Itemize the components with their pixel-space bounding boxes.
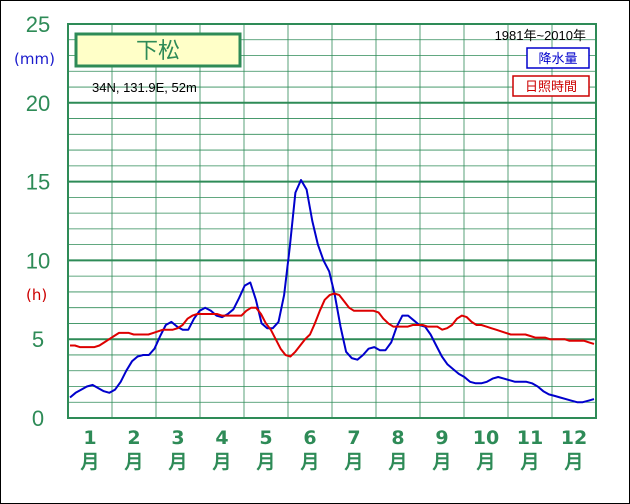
precipitation-line [69, 179, 595, 404]
month-number: 4 [215, 427, 228, 449]
series-lines [69, 179, 595, 404]
month-number: 9 [435, 427, 448, 449]
y-tick-labels: 0 5 10 15 20 25 [26, 12, 50, 431]
month-kanji: 月 [475, 451, 495, 473]
unit-mm-label: (mm) [14, 50, 55, 68]
y-tick-label: 5 [32, 327, 44, 352]
station-name: 下松 [136, 39, 180, 64]
legend-precip-box [526, 47, 590, 69]
grid [67, 23, 597, 419]
month-number: 2 [127, 427, 140, 449]
y-tick-label: 15 [26, 170, 50, 195]
month-kanji: 月 [255, 451, 275, 473]
period-label: 1981年~2010年 [495, 28, 586, 43]
month-kanji: 月 [387, 451, 407, 473]
y-tick-label: 0 [32, 406, 44, 431]
month-number: 10 [473, 427, 499, 449]
month-number: 3 [171, 427, 184, 449]
month-kanji: 月 [299, 451, 319, 473]
legend-sunshine-label: 日照時間 [525, 80, 577, 95]
month-kanji: 月 [343, 451, 363, 473]
month-kanji: 月 [431, 451, 451, 473]
legend-sunshine-box [512, 75, 590, 97]
month-number: 1 [83, 427, 96, 449]
month-kanji: 月 [167, 451, 187, 473]
y-tick-label: 10 [26, 248, 50, 273]
month-kanji: 月 [519, 451, 539, 473]
month-number: 11 [517, 427, 543, 449]
month-kanji: 月 [123, 451, 143, 473]
sunshine-line [70, 292, 595, 358]
month-number: 5 [259, 427, 272, 449]
y-tick-label: 20 [26, 91, 50, 116]
month-number: 8 [391, 427, 404, 449]
unit-h-label: (h) [26, 286, 47, 304]
month-number: 7 [347, 427, 360, 449]
month-number: 6 [303, 427, 316, 449]
month-kanji: 月 [79, 451, 99, 473]
station-coords: 34N, 131.9E, 52m [92, 80, 197, 95]
month-number: 12 [561, 427, 587, 449]
station-box [74, 32, 242, 68]
month-kanji: 月 [211, 451, 231, 473]
y-tick-label: 25 [26, 12, 50, 37]
legend-precip-label: 降水量 [538, 52, 577, 67]
month-kanji: 月 [563, 451, 583, 473]
